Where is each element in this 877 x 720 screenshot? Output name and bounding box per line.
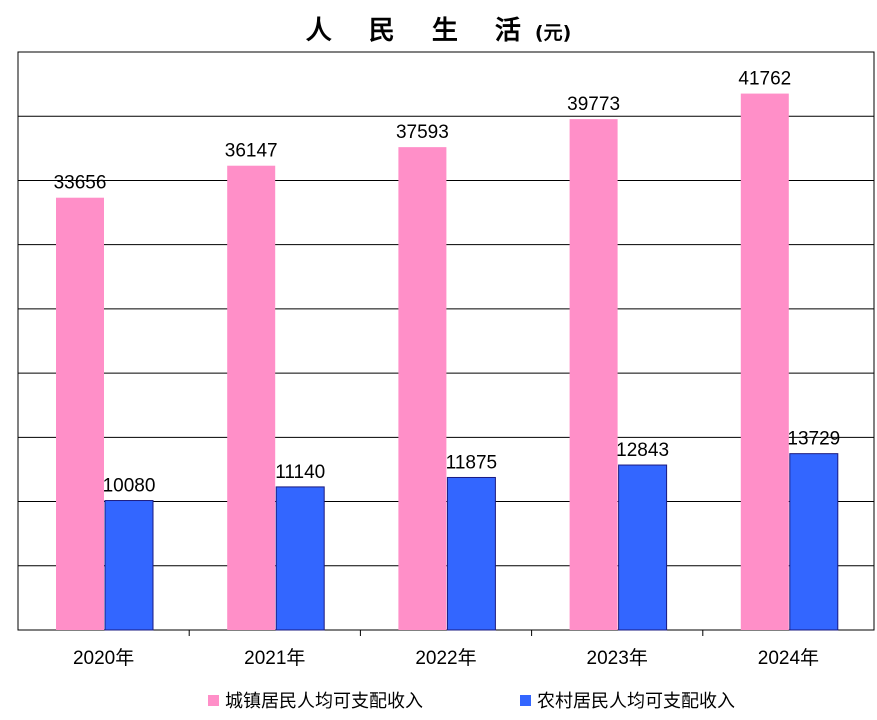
bar-urban <box>740 93 789 630</box>
chart-title-unit: (元) <box>534 22 572 44</box>
legend-swatch-rural <box>520 694 531 706</box>
data-label-urban: 41762 <box>738 69 791 90</box>
bar-rural <box>104 500 154 631</box>
category-label: 2024年 <box>758 647 819 669</box>
data-label-urban: 37593 <box>396 122 449 143</box>
bar-rural <box>446 476 496 631</box>
category-label: 2022年 <box>415 647 476 669</box>
data-label-rural: 12843 <box>616 440 669 461</box>
data-label-urban: 33656 <box>54 173 107 194</box>
category-label: 2023年 <box>587 647 648 669</box>
legend-item-urban: 城镇居民人均可支配收入 <box>208 688 423 712</box>
legend-item-rural: 农村居民人均可支配收入 <box>520 688 735 712</box>
bar-urban <box>227 165 276 631</box>
bar-rural <box>789 453 839 631</box>
legend-label-rural: 农村居民人均可支配收入 <box>537 691 735 712</box>
category-label: 2020年 <box>73 647 134 669</box>
data-label-rural: 13729 <box>787 429 840 450</box>
category-label: 2021年 <box>244 647 305 669</box>
bar-urban <box>398 147 447 630</box>
bar-urban <box>56 197 104 630</box>
data-label-urban: 39773 <box>567 94 620 115</box>
legend-label-urban: 城镇居民人均可支配收入 <box>225 691 423 712</box>
bar-urban <box>569 119 618 630</box>
chart-title: 人 民 生 活(元) <box>0 10 877 47</box>
chart-title-text: 人 民 生 活 <box>305 16 535 46</box>
bar-rural <box>275 486 325 631</box>
legend-swatch-urban <box>208 694 219 706</box>
data-label-rural: 11875 <box>446 452 497 473</box>
data-label-rural: 10080 <box>103 476 156 497</box>
bar-rural <box>618 464 668 631</box>
data-label-urban: 36147 <box>225 141 278 162</box>
data-label-rural: 11140 <box>275 462 325 483</box>
